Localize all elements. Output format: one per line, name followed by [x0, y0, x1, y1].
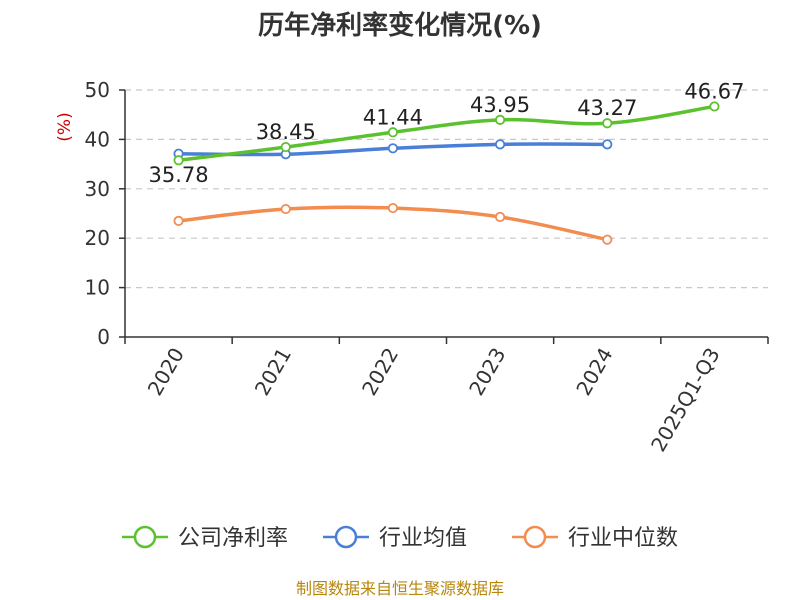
y-tick-label: 20	[85, 226, 110, 250]
series-0	[173, 101, 720, 166]
y-tick-label: 0	[97, 325, 110, 349]
y-tick-label: 40	[85, 127, 110, 151]
series-layer: 35.78 38.45 41.44 43.95 43.27 46.67	[149, 79, 744, 245]
data-point	[387, 143, 399, 154]
chart-title: 历年净利率变化情况(%)	[258, 10, 542, 41]
data-point	[602, 234, 613, 245]
data-point	[387, 202, 399, 214]
axes: 0 10 20 30 40 50 2020 2021 2022 2023 2024 2025Q1-Q3	[85, 78, 769, 456]
data-point	[280, 141, 291, 153]
data-label: 46.67	[684, 79, 744, 103]
data-label: 38.45	[256, 120, 316, 144]
data-point	[173, 215, 184, 227]
x-tick-label: 2020	[143, 344, 189, 400]
x-tick-label: 2025Q1-Q3	[646, 344, 725, 456]
data-point	[709, 101, 720, 112]
data-point	[173, 155, 184, 166]
legend-marker	[523, 525, 547, 549]
data-label: 35.78	[149, 163, 209, 187]
y-axis-label: (%)	[55, 112, 75, 141]
x-tick-label: 2023	[464, 344, 510, 400]
data-point	[494, 139, 506, 150]
x-tick-label: 2022	[357, 344, 403, 400]
data-label: 41.44	[363, 105, 423, 129]
legend-item-2: 行业中位数	[512, 525, 678, 551]
legend-marker	[334, 525, 358, 549]
legend-item-0: 公司净利率	[122, 525, 288, 551]
data-point	[602, 139, 613, 150]
data-point	[494, 211, 506, 223]
data-label: 43.95	[470, 93, 530, 117]
data-point	[280, 203, 291, 215]
legend-label: 行业均值	[379, 526, 467, 551]
series-1	[173, 139, 613, 160]
legend-label: 公司净利率	[178, 526, 288, 551]
series-line	[178, 104, 715, 162]
legend-label: 行业中位数	[568, 526, 678, 551]
x-tick-label: 2021	[250, 344, 296, 400]
grid-lines	[125, 89, 768, 289]
legend-marker	[133, 525, 157, 549]
y-tick-label: 10	[85, 276, 110, 300]
series-2	[173, 202, 613, 245]
data-point	[387, 127, 399, 138]
legend-item-1: 行业均值	[323, 525, 467, 551]
data-point	[602, 118, 613, 129]
data-label: 43.27	[577, 96, 637, 120]
y-tick-label: 50	[85, 78, 110, 102]
data-point	[494, 114, 506, 125]
y-tick-label: 30	[85, 177, 110, 201]
x-tick-label: 2024	[571, 344, 617, 400]
legend: 公司净利率 行业均值 行业中位数	[122, 525, 678, 551]
source-note: 制图数据来自恒生聚源数据库	[296, 579, 504, 598]
